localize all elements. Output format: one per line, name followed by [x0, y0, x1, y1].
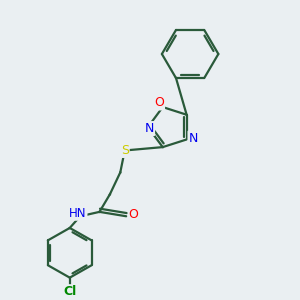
Text: N: N — [188, 131, 198, 145]
Text: S: S — [121, 144, 129, 157]
Text: HN: HN — [69, 207, 86, 220]
Text: Cl: Cl — [63, 285, 76, 298]
Text: O: O — [129, 208, 139, 221]
Text: O: O — [154, 97, 164, 110]
Text: N: N — [145, 122, 154, 135]
